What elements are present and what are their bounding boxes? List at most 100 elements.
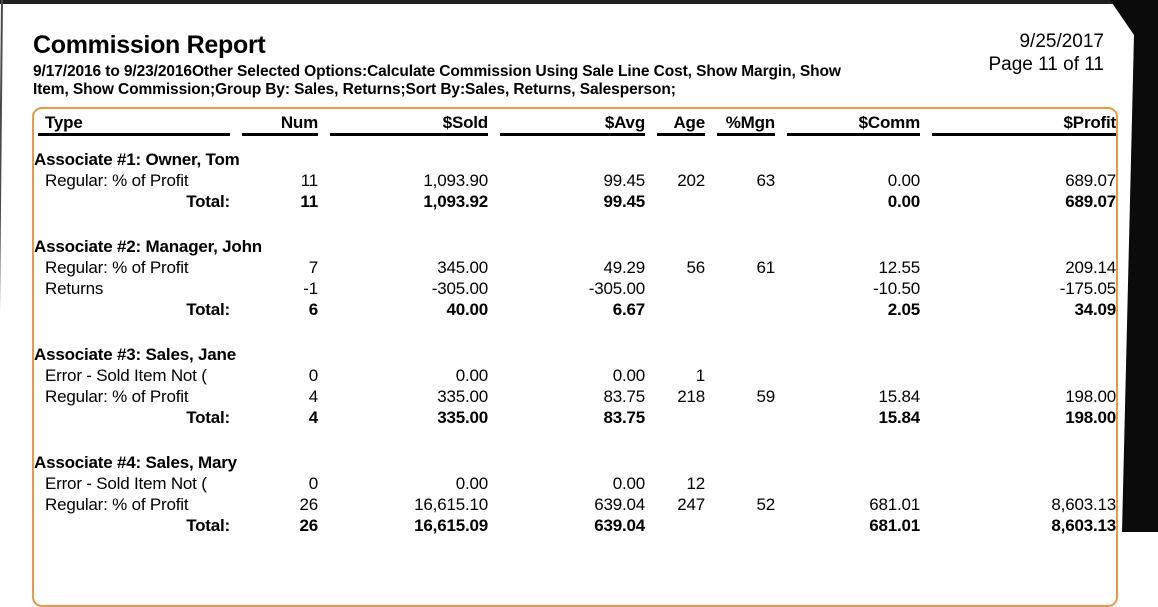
table-row: Regular: % of Profit 11 1,093.90 99.45 202 63…: [38, 170, 1116, 191]
cell-profit: 34.09: [1074, 300, 1116, 319]
associate-group: Associate #3: Sales, Jane Error - Sold It…: [34, 344, 1116, 428]
cell-profit: [932, 473, 1116, 494]
table-body: Associate #1: Owner, Tom Regular: % of Pr…: [34, 149, 1116, 536]
cell-profit: 8,603.13: [1051, 495, 1116, 514]
cell-profit: [932, 365, 1116, 386]
cell-avg: 639.04: [594, 495, 645, 514]
cell-comm: 681.01: [869, 516, 920, 535]
cell-type: Error - Sold Item Not (: [45, 366, 207, 385]
cell-avg: 6.67: [612, 300, 645, 319]
table-total-row: Total: 11 1,093.92 99.45 0.00 689.07: [38, 191, 1116, 212]
cell-mgn: 63: [756, 171, 775, 190]
cell-sold: 16,615.10: [414, 495, 488, 514]
commission-table: Type Num $Sold $Avg Age %Mgn $Comm $Prof…: [32, 107, 1118, 607]
cell-comm: 0.00: [887, 171, 920, 190]
table-row: Error - Sold Item Not (0 0.00 0.00 12: [38, 473, 1116, 494]
cell-comm: [787, 473, 920, 494]
cell-age: 218: [677, 387, 705, 406]
cell-mgn: [717, 365, 775, 386]
cell-avg: 83.75: [603, 408, 645, 427]
cell-type: Regular: % of Profit: [45, 495, 189, 514]
cell-type: Total:: [186, 192, 230, 211]
group-header: Associate #2: Manager, John: [34, 237, 262, 256]
cell-age: 56: [686, 258, 705, 277]
column-header-profit: $Profit: [932, 112, 1116, 136]
cell-num: 11: [300, 192, 318, 211]
cell-mgn: 59: [756, 387, 775, 406]
cell-sold: 1,093.92: [423, 192, 488, 211]
cell-avg: 0.00: [612, 474, 645, 493]
cell-mgn: [717, 191, 775, 212]
cell-avg: 639.04: [594, 516, 645, 535]
column-header-mgn: %Mgn: [717, 112, 775, 136]
cell-comm: 15.84: [878, 408, 920, 427]
associate-group: Associate #2: Manager, John Regular: % of…: [34, 236, 1116, 320]
column-header-comm: $Comm: [787, 112, 920, 136]
group-header: Associate #4: Sales, Mary: [34, 453, 237, 472]
cell-comm: 15.84: [878, 387, 920, 406]
cell-type: Regular: % of Profit: [45, 387, 189, 406]
cell-num: 4: [308, 387, 318, 406]
report-subtitle-line2: Item, Show Commission;Group By: Sales, R…: [33, 81, 676, 98]
cell-num: -1: [303, 279, 318, 298]
report-header-right: 9/25/2017 Page 11 of 11: [988, 30, 1104, 76]
cell-mgn: 52: [756, 495, 775, 514]
cell-mgn: [717, 299, 775, 320]
cell-comm: 12.55: [878, 258, 920, 277]
cell-num: 7: [308, 258, 318, 277]
table-row: Returns -1 -305.00 -305.00 -10.50 -175.05: [38, 278, 1116, 299]
column-header-type: Type: [38, 112, 230, 136]
report-page-number: Page 11 of 11: [988, 54, 1104, 75]
associate-group: Associate #1: Owner, Tom Regular: % of Pr…: [34, 149, 1116, 212]
cell-num: 4: [308, 408, 318, 427]
cell-sold: 0.00: [455, 474, 488, 493]
cell-sold: 0.00: [455, 366, 488, 385]
cell-comm: 0.00: [887, 192, 920, 211]
table-row: Regular: % of Profit 4 335.00 83.75 218 59 15.…: [38, 386, 1116, 407]
report-title: Commission Report: [33, 31, 266, 59]
window-frame-top: [0, 0, 1158, 4]
report-subtitle-line1: 9/17/2016 to 9/23/2016Other Selected Opt…: [33, 63, 841, 80]
cell-profit: -175.05: [1059, 279, 1116, 298]
table-total-row: Total: 6 40.00 6.67 2.05 34.09: [38, 299, 1116, 320]
cell-age: [657, 299, 705, 320]
table-header-row: Type Num $Sold $Avg Age %Mgn $Comm $Prof…: [38, 109, 1116, 136]
cell-age: [657, 278, 705, 299]
table-row: Regular: % of Profit 7 345.00 49.29 56 61 12.5…: [38, 257, 1116, 278]
cell-type: Total:: [186, 300, 230, 319]
cell-profit: 8,603.13: [1051, 516, 1116, 535]
report-date: 9/25/2017: [1019, 31, 1104, 52]
cell-sold: 1,093.90: [423, 171, 488, 190]
cell-mgn: [717, 473, 775, 494]
cell-num: 0: [308, 474, 318, 493]
window-frame-left: [0, 0, 3, 548]
cell-avg: 99.45: [603, 171, 645, 190]
cell-sold: -305.00: [431, 279, 488, 298]
cell-profit: 198.00: [1065, 408, 1116, 427]
cell-age: 1: [695, 366, 705, 385]
cell-mgn: [717, 515, 775, 536]
cell-type: Error - Sold Item Not (: [45, 474, 207, 493]
cell-profit: 209.14: [1065, 258, 1116, 277]
cell-avg: -305.00: [588, 279, 645, 298]
column-header-age: Age: [657, 112, 705, 136]
cell-avg: 49.29: [603, 258, 645, 277]
cell-age: 202: [677, 171, 705, 190]
group-header: Associate #1: Owner, Tom: [34, 150, 240, 169]
cell-avg: 83.75: [603, 387, 645, 406]
cell-sold: 335.00: [437, 408, 488, 427]
cell-num: 6: [308, 300, 318, 319]
cell-age: [657, 515, 705, 536]
column-header-num: Num: [242, 112, 318, 136]
table-total-row: Total: 4 335.00 83.75 15.84 198.00: [38, 407, 1116, 428]
cell-age: [657, 407, 705, 428]
column-header-sold: $Sold: [330, 112, 488, 136]
cell-type: Returns: [45, 279, 104, 298]
cell-sold: 335.00: [437, 387, 488, 406]
table-total-row: Total: 26 16,615.09 639.04 681.01 8,603.13: [38, 515, 1116, 536]
cell-age: 247: [677, 495, 705, 514]
cell-type: Total:: [186, 516, 230, 535]
cell-type: Regular: % of Profit: [45, 258, 189, 277]
cell-num: 26: [299, 516, 318, 535]
table-row: Regular: % of Profit 26 16,615.10 639.04 247…: [38, 494, 1116, 515]
